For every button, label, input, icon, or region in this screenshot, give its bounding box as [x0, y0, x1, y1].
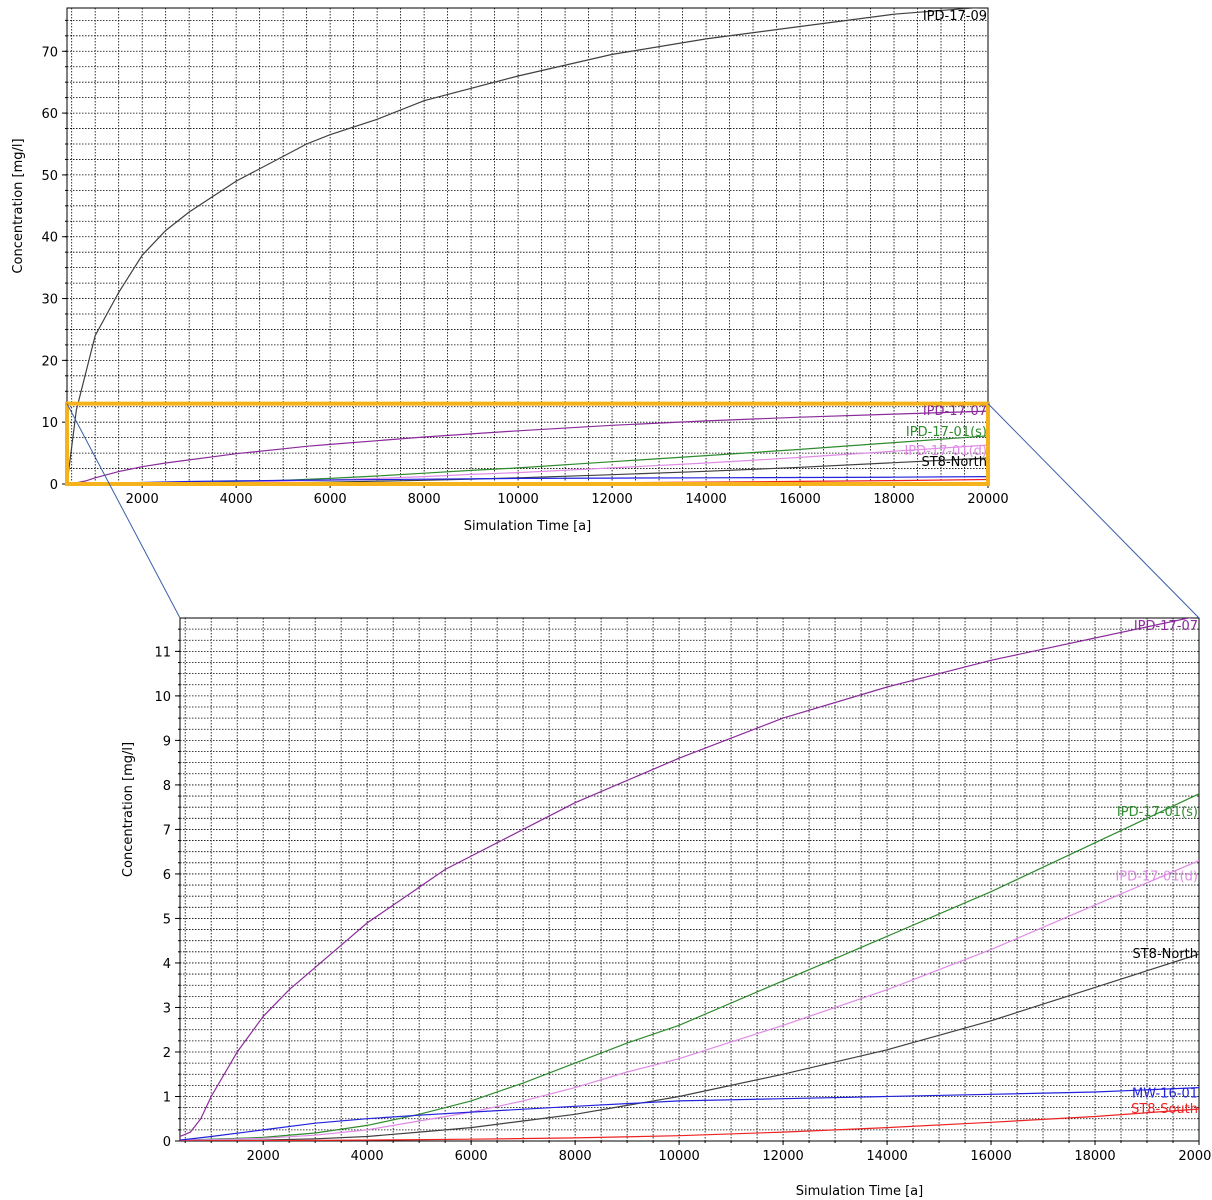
overview-xtick-label: 4000 — [220, 492, 253, 507]
overview-ytick-label: 0 — [50, 478, 58, 493]
zoom-ytick-label: 7 — [163, 823, 171, 838]
overview-xtick-label: 2000 — [126, 492, 159, 507]
zoom-ytick-label: 10 — [154, 690, 171, 705]
zoom-label-ipd-17-07: IPD-17-07 — [1134, 619, 1198, 634]
overview-label-st8-north: ST8-North — [921, 455, 987, 470]
zoom-series-mw-16-01 — [180, 1087, 1199, 1141]
zoom-ytick-label: 0 — [163, 1135, 171, 1150]
zoom-series-ipd-17-07 — [180, 618, 1192, 1138]
overview-xtick-label: 14000 — [685, 492, 726, 507]
zoom-series-st8-south — [180, 1108, 1199, 1141]
overview-xtick-label: 16000 — [779, 492, 820, 507]
zoom-xtick-label: 14000 — [866, 1149, 907, 1164]
zoom-label-st8-north: ST8-North — [1132, 947, 1198, 962]
zoom-box — [65, 401, 990, 486]
zoom-frame — [179, 617, 1200, 1142]
zoom-connector-right — [987, 403, 1200, 619]
zoom-xtick-label: 4000 — [351, 1149, 384, 1164]
overview-xtick-label: 20000 — [967, 492, 1008, 507]
zoom-label-mw-16-01: MW-16-01 — [1132, 1087, 1198, 1102]
overview-ytick-label: 40 — [41, 231, 58, 246]
zoom-xtick-label: 16000 — [970, 1149, 1011, 1164]
overview-xtick-label: 12000 — [591, 492, 632, 507]
overview-series-ipd-17-09 — [67, 8, 981, 484]
overview-xtick-label: 10000 — [497, 492, 538, 507]
overview-ytick-label: 10 — [41, 416, 58, 431]
overview-label-ipd-17-01-s-: IPD-17-01(s) — [906, 425, 987, 440]
zoom-ytick-label: 8 — [163, 779, 171, 794]
zoom-ytick-label: 9 — [163, 734, 171, 749]
zoom-chart: 2000 4000 6000 8000 10000 12000 14000 16000 1800… — [121, 617, 1212, 1199]
zoom-ytick-label: 2 — [163, 1046, 171, 1061]
zoom-xtick-label: 6000 — [455, 1149, 488, 1164]
zoom-series-st8-north — [180, 953, 1199, 1141]
zoom-xtick-label: 2000 — [247, 1149, 280, 1164]
zoom-xtick-label: 18000 — [1074, 1149, 1115, 1164]
zoom-label-st8-south: ST8-South — [1131, 1102, 1198, 1117]
zoom-series-ipd-17-01-d- — [180, 860, 1199, 1141]
zoom-ytick-label: 6 — [163, 868, 171, 883]
overview-y-axis-label: Concentration [mg/l] — [11, 138, 26, 273]
zoom-overlay — [65, 401, 1200, 619]
overview-x-axis-label: Simulation Time [a] — [464, 519, 591, 534]
overview-label-ipd-17-07: IPD-17-07 — [923, 404, 987, 419]
overview-xtick-label: 18000 — [873, 492, 914, 507]
zoom-xtick-label: 10000 — [658, 1149, 699, 1164]
zoom-label-ipd-17-01-d-: IPD-17-01(d) — [1115, 870, 1198, 885]
zoom-ytick-label: 11 — [154, 645, 171, 660]
overview-chart: 2000 4000 6000 8000 10000 12000 14000 16000 1800… — [11, 7, 1009, 534]
zoom-grid — [180, 618, 1199, 1141]
overview-ytick-label: 60 — [41, 107, 58, 122]
zoom-ytick-label: 5 — [163, 912, 171, 927]
overview-label-ipd-17-01-d-: IPD-17-01(d) — [904, 444, 987, 459]
overview-plot-area — [67, 8, 988, 484]
zoom-y-axis-label: Concentration [mg/l] — [121, 742, 136, 877]
zoom-label-ipd-17-01-s-: IPD-17-01(s) — [1117, 805, 1198, 820]
zoom-ytick-label: 1 — [163, 1090, 171, 1105]
zoom-ytick-label: 4 — [163, 957, 171, 972]
overview-ytick-label: 50 — [41, 169, 58, 184]
zoom-xtick-label: 20000 — [1178, 1149, 1212, 1164]
zoom-plot-area — [180, 618, 1199, 1141]
zoom-xtick-label: 12000 — [762, 1149, 803, 1164]
zoom-connector-left — [66, 403, 181, 619]
zoom-xtick-label: 8000 — [559, 1149, 592, 1164]
overview-series-ipd-17-07 — [67, 410, 988, 484]
zoom-series-ipd-17-01-s- — [180, 793, 1199, 1141]
overview-ytick-label: 30 — [41, 293, 58, 308]
zoom-ytick-label: 3 — [163, 1001, 171, 1016]
zoom-x-axis-label: Simulation Time [a] — [796, 1184, 923, 1199]
overview-ytick-label: 70 — [41, 45, 58, 60]
overview-ytick-label: 20 — [41, 354, 58, 369]
overview-xtick-label: 6000 — [314, 492, 347, 507]
overview-xtick-label: 8000 — [408, 492, 441, 507]
overview-label-ipd-17-09: IPD-17-09 — [923, 9, 987, 24]
